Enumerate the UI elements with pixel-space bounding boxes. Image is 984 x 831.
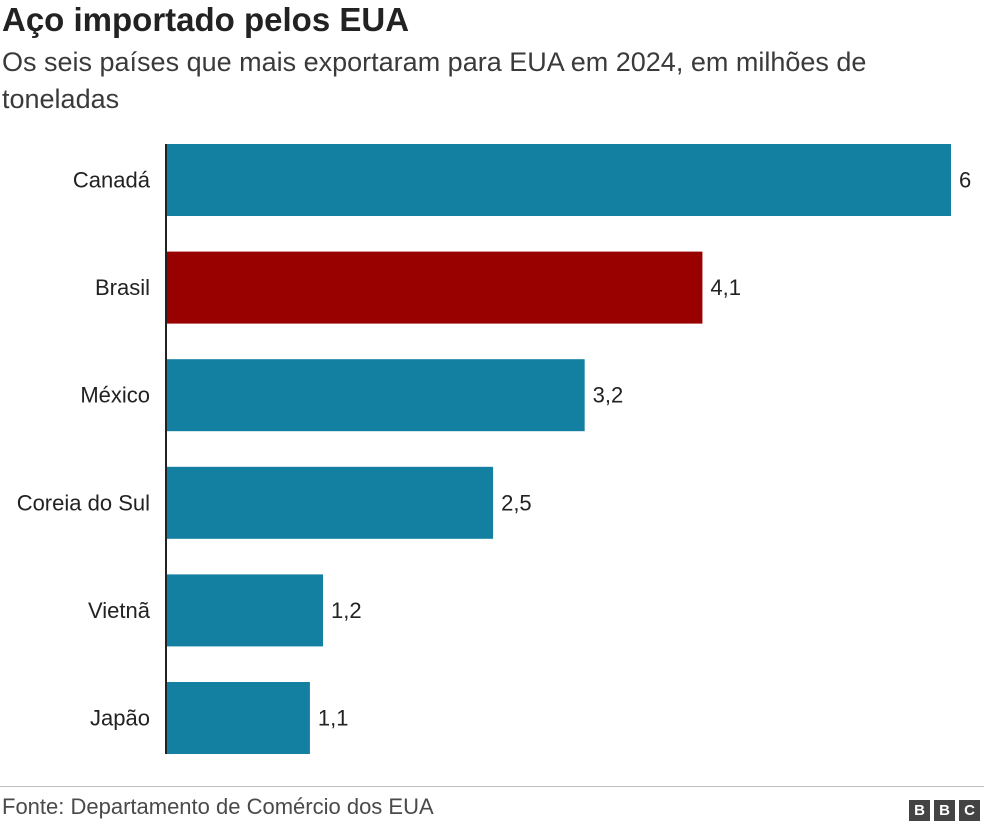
bar-japao bbox=[166, 682, 310, 754]
value-label-mexico: 3,2 bbox=[593, 383, 624, 408]
category-label-mexico: México bbox=[80, 383, 150, 408]
value-label-japao: 1,1 bbox=[318, 706, 349, 731]
value-label-brasil: 4,1 bbox=[710, 275, 741, 300]
value-label-vietna: 1,2 bbox=[331, 598, 362, 623]
bar-brasil bbox=[166, 251, 703, 324]
category-label-japao: Japão bbox=[90, 706, 150, 731]
bbc-logo: B B C bbox=[909, 800, 980, 821]
bar-coreia-do-sul bbox=[166, 466, 494, 539]
bar-vietna bbox=[166, 574, 323, 647]
category-label-brasil: Brasil bbox=[95, 275, 150, 300]
source-note: Fonte: Departamento de Comércio dos EUA bbox=[2, 794, 434, 819]
category-label-vietna: Vietnã bbox=[88, 598, 151, 623]
category-label-coreia-do-sul: Coreia do Sul bbox=[17, 490, 150, 515]
bar-canada bbox=[166, 144, 951, 216]
value-label-coreia-do-sul: 2,5 bbox=[501, 490, 532, 515]
bar-chart: Canadá 6 Brasil 4,1 México 3,2 Coreia do Sul 2,… bbox=[17, 144, 971, 754]
chart-subtitle: Os seis países que mais exportaram para … bbox=[2, 47, 867, 114]
category-label-canada: Canadá bbox=[73, 168, 151, 193]
logo-letter-c: C bbox=[959, 800, 980, 821]
chart-title: Aço importado pelos EUA bbox=[2, 1, 410, 38]
footer-divider bbox=[0, 786, 984, 787]
logo-letter-b1: B bbox=[909, 800, 930, 821]
bar-mexico bbox=[166, 359, 585, 432]
logo-letter-b2: B bbox=[934, 800, 955, 821]
value-label-canada: 6 bbox=[959, 168, 971, 193]
